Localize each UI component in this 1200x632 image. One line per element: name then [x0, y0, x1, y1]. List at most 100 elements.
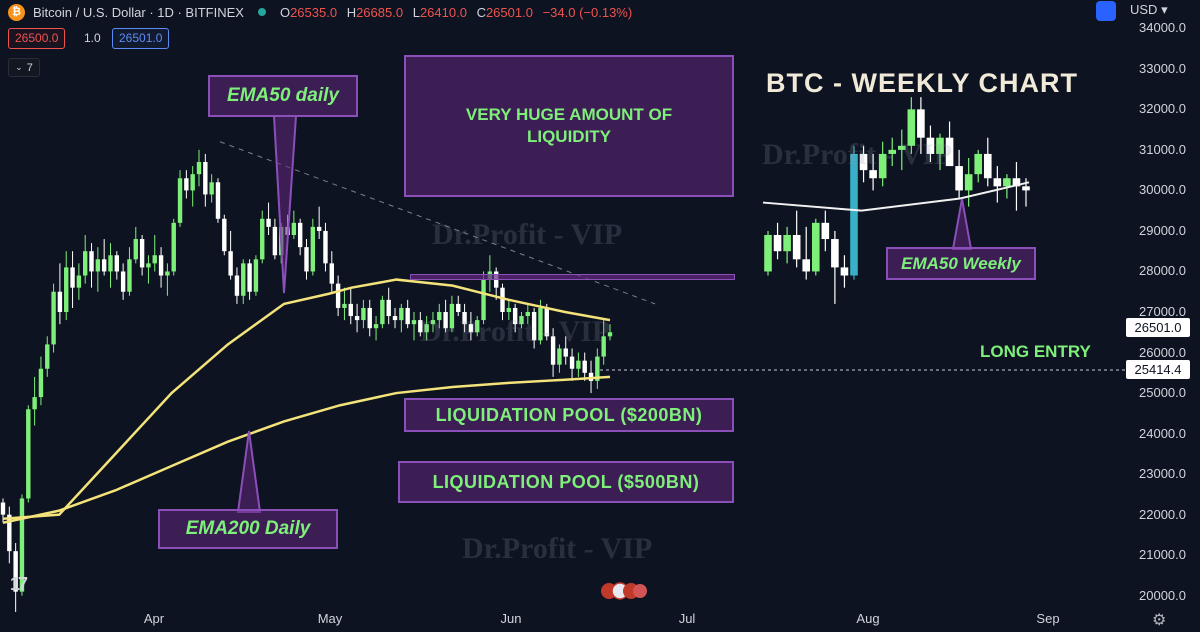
price-tick-label: 20000.0 [1139, 587, 1186, 603]
current-price-tag: 26501.0 [1126, 318, 1190, 337]
weekly-candle [869, 153, 877, 191]
daily-candle [184, 170, 189, 199]
daily-candle [7, 506, 12, 564]
trendline-layer [219, 141, 656, 305]
daily-candle [266, 202, 271, 235]
weekly-candle [783, 226, 791, 264]
weekly-candle [821, 210, 830, 252]
daily-candle [114, 251, 120, 280]
daily-candle [512, 303, 518, 333]
daily-candle [329, 251, 334, 292]
ema50-daily-pointer [272, 115, 298, 294]
ema-lines [2, 278, 611, 524]
daily-candle [348, 287, 353, 325]
weekly-candle [945, 121, 954, 167]
price-tick-label: 21000.0 [1139, 547, 1186, 563]
weekly-candle [840, 255, 849, 288]
daily-candle [323, 222, 328, 272]
spread-value: 1.0 [84, 31, 101, 45]
daily-candle [120, 263, 126, 300]
price-tick-label: 34000.0 [1139, 20, 1186, 36]
daily-candle [405, 299, 410, 329]
ema-line [2, 375, 611, 524]
gear-icon[interactable]: ⚙ [1152, 612, 1167, 629]
daily-candle [582, 352, 587, 381]
daily-candle [367, 299, 372, 337]
price-tick-label: 27000.0 [1139, 304, 1186, 319]
time-tick-label: Sep [1036, 611, 1060, 626]
daily-candle [386, 287, 391, 325]
daily-candle [449, 295, 455, 333]
entry-price-tag: 25414.4 [1126, 360, 1190, 379]
weekly-candle [955, 149, 963, 199]
daily-candle [392, 307, 398, 329]
watermark-2: Dr.Profit - VIP [762, 138, 953, 171]
daily-candle [158, 247, 164, 288]
daily-candle [354, 303, 360, 333]
price-tick-label: 32000.0 [1139, 101, 1186, 117]
currency-selector[interactable]: USD ▾ [1130, 2, 1168, 17]
time-tick-label: Aug [856, 611, 880, 626]
long-entry-label: LONG ENTRY [980, 342, 1091, 361]
ema50-weekly-callout: EMA50 Weekly [886, 247, 1036, 280]
daily-candle [576, 352, 581, 377]
daily-candle [152, 234, 157, 272]
daily-candle [190, 166, 195, 207]
daily-candle [70, 251, 75, 308]
daily-candle [253, 255, 259, 296]
weekly-candle [926, 125, 935, 163]
daily-candle [247, 259, 252, 300]
buy-price-button[interactable]: 26501.0 [112, 28, 170, 49]
market-status-icon [257, 8, 266, 16]
daily-candle [411, 312, 417, 341]
price-tick-label: 31000.0 [1139, 141, 1186, 157]
daily-candle [316, 206, 322, 240]
events-icon[interactable] [600, 582, 648, 600]
daily-candle [342, 287, 347, 321]
daily-candle [544, 303, 549, 341]
huge-liquidity-box: VERY HUGE AMOUNT OF LIQUIDITY [404, 55, 734, 197]
daily-candle [95, 247, 101, 292]
daily-candle [165, 263, 170, 296]
weekly-candle [831, 230, 839, 304]
daily-candle [563, 336, 568, 365]
price-tick-label: 26000.0 [1139, 344, 1186, 360]
liquidation-pool-200-box: LIQUIDATION POOL ($200BN) [404, 398, 734, 432]
weekly-candle [907, 97, 916, 154]
daily-candle [215, 178, 221, 223]
price-tick-label: 24000.0 [1139, 425, 1186, 441]
daily-candle [424, 316, 429, 341]
tradingview-logo-icon: 17 [10, 574, 28, 594]
weekly-candle [888, 137, 897, 167]
bitcoin-logo-icon: ₿ [8, 3, 25, 21]
indicators-toggle[interactable]: ⌄ 7 [8, 58, 40, 77]
daily-candle [101, 239, 107, 276]
daily-candle [569, 348, 575, 381]
daily-candle [531, 307, 537, 349]
daily-candle [595, 348, 600, 390]
price-tick-label: 22000.0 [1139, 506, 1186, 522]
weekly-candle [773, 222, 782, 260]
weekly-candle [792, 210, 801, 268]
daily-candle [209, 174, 214, 203]
daily-candle [380, 295, 385, 329]
weekly-candle [811, 218, 820, 276]
daily-candle [26, 405, 31, 503]
weekly-candles [764, 97, 1030, 304]
weekly-candle [802, 226, 811, 280]
time-tick-label: Jul [678, 611, 696, 626]
daily-candle [456, 295, 461, 317]
weekly-ema-line-path [762, 181, 1030, 212]
daily-candle [234, 267, 240, 304]
daily-candle [139, 234, 145, 276]
symbol-title[interactable]: Bitcoin / U.S. Dollar · 1D · BITFINEX [33, 4, 244, 20]
sync-icon[interactable] [1096, 1, 1116, 21]
sell-price-button[interactable]: 26500.0 [8, 28, 66, 49]
weekly-candle [936, 133, 944, 171]
weekly-candle [878, 141, 887, 187]
ema200-daily-callout: EMA200 Daily [158, 509, 338, 549]
liquidation-pool-500-box: LIQUIDATION POOL ($500BN) [398, 461, 734, 503]
daily-candle [481, 271, 486, 325]
daily-candle [241, 259, 246, 304]
weekly-candle [859, 145, 868, 183]
